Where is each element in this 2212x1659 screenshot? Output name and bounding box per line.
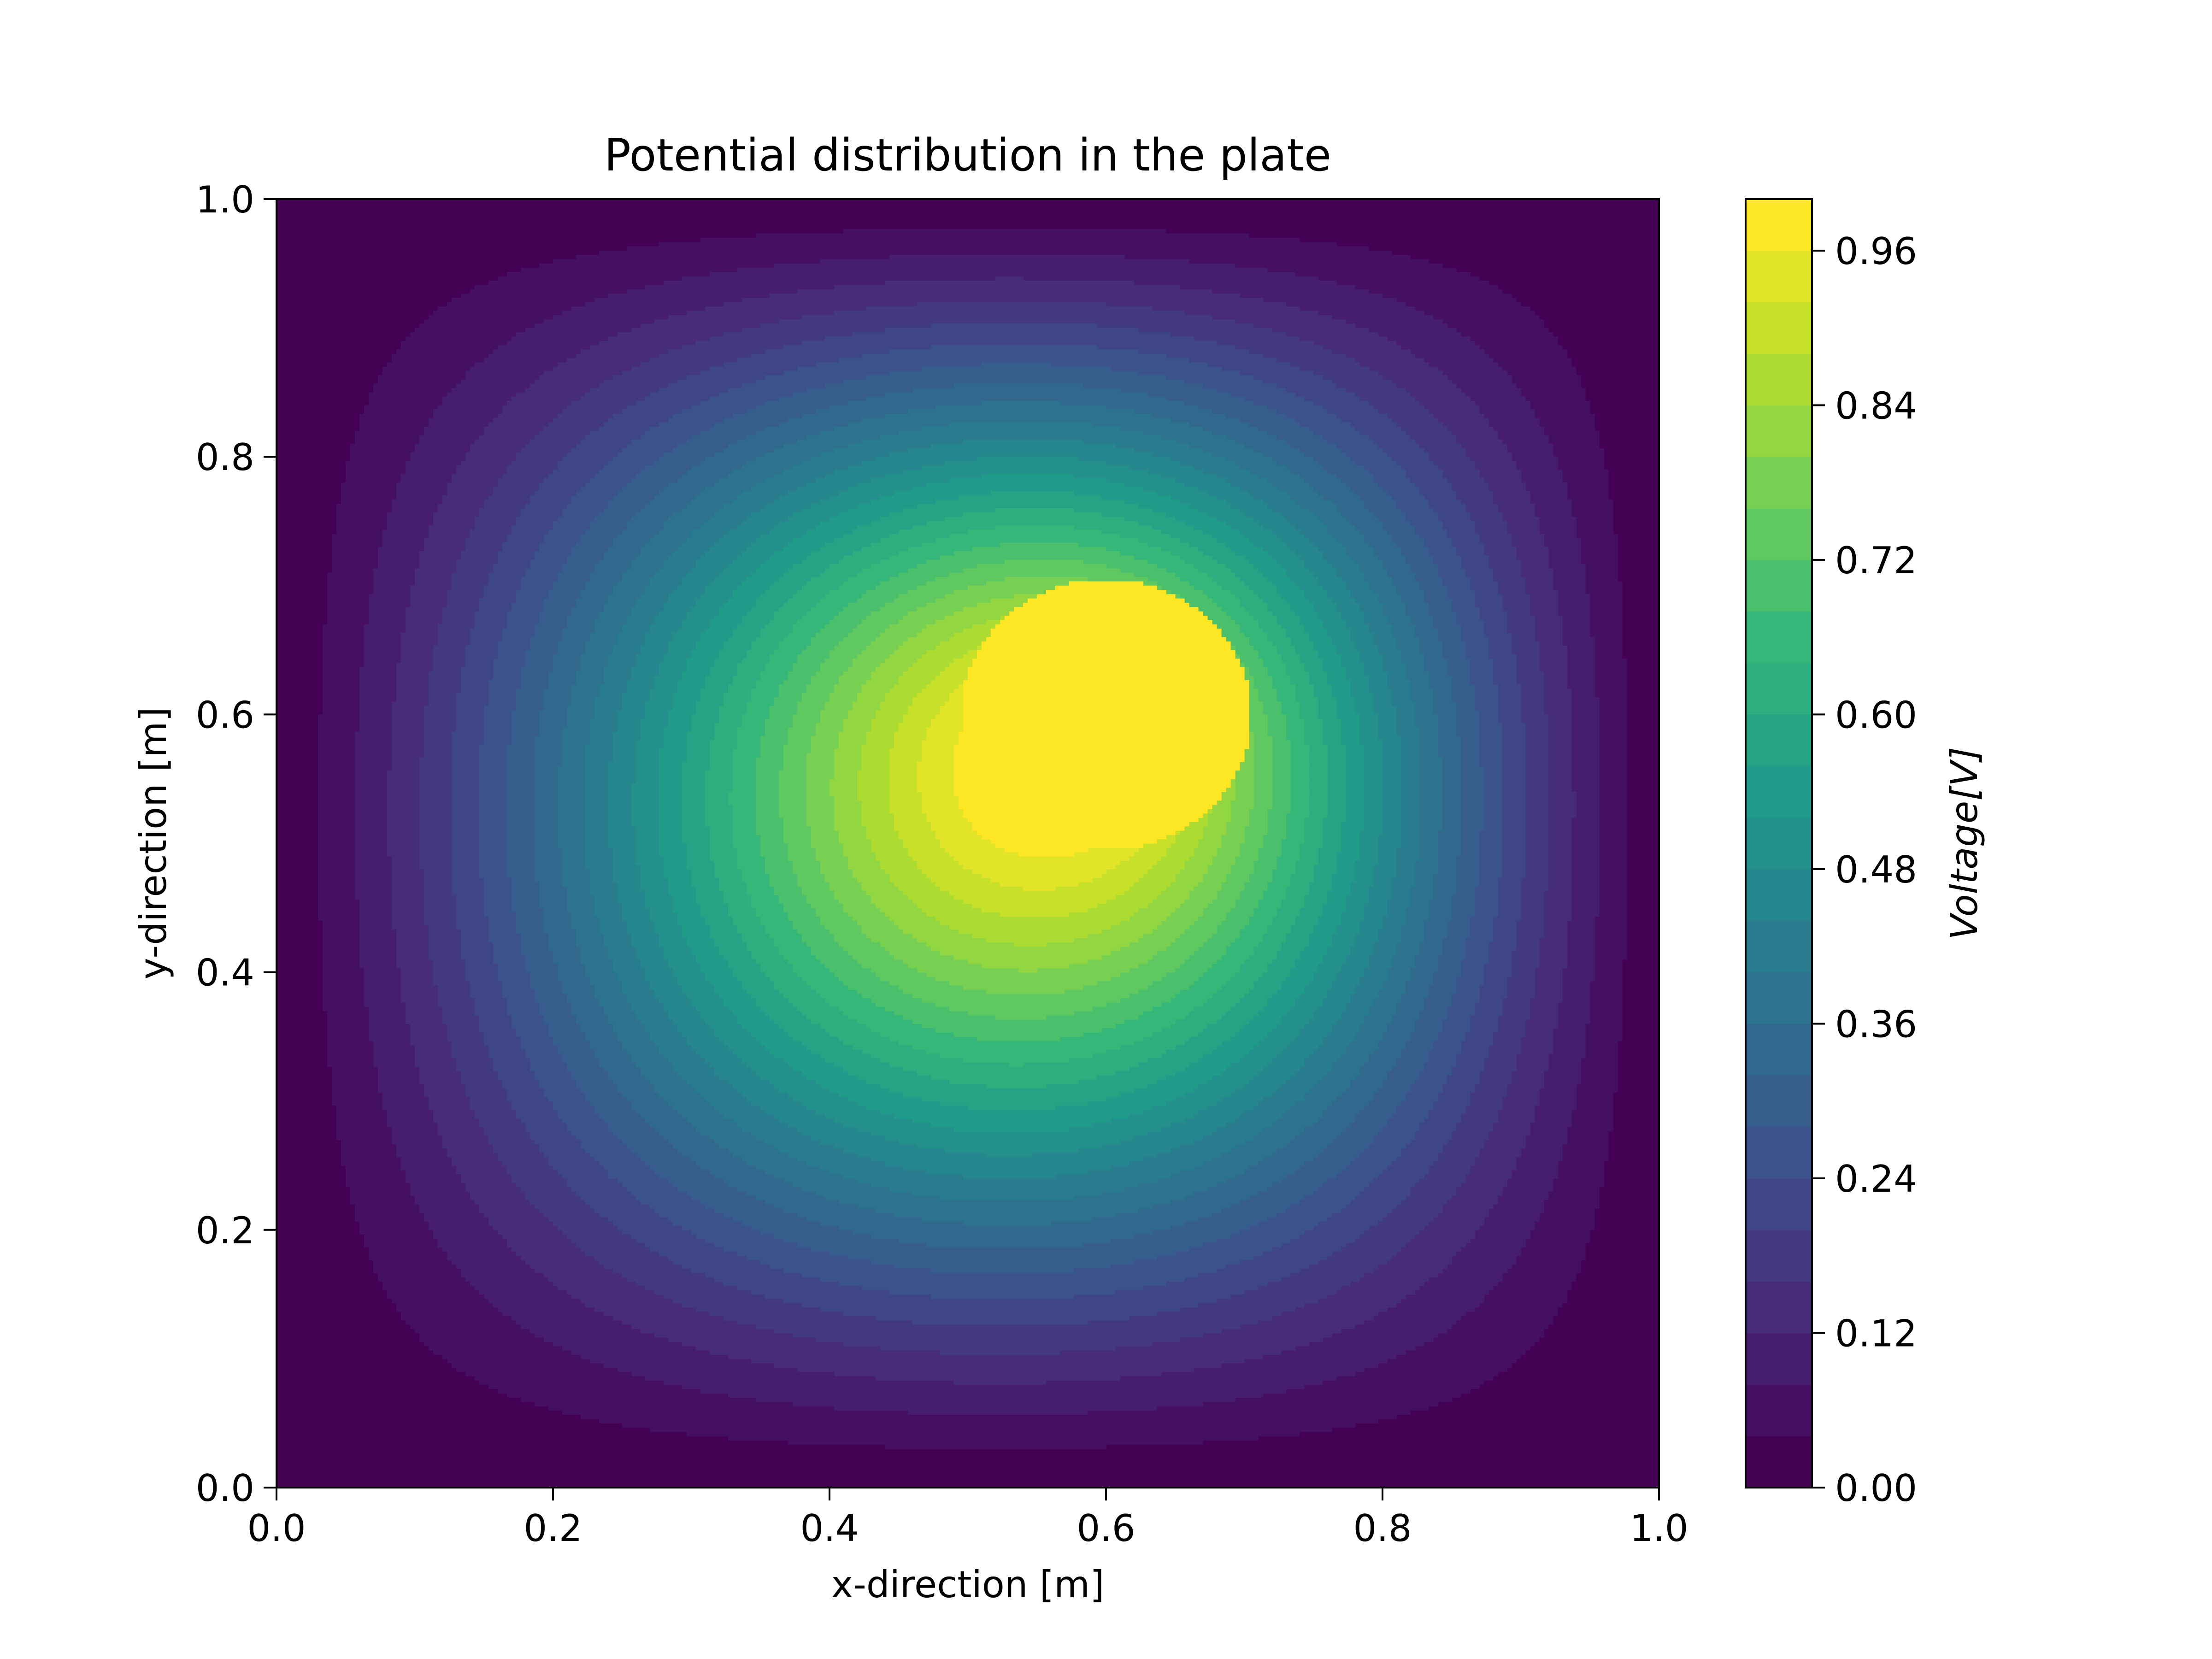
colorbar-band	[1746, 818, 1812, 870]
colorbar-band	[1746, 1333, 1812, 1385]
contour-band	[917, 684, 1139, 891]
colorbar-band	[1746, 972, 1812, 1024]
y-tick-label: 1.0	[196, 178, 254, 221]
colorbar-band	[1746, 559, 1812, 612]
colorbar-band	[1746, 1127, 1812, 1179]
colorbar-band	[1746, 199, 1812, 251]
y-axis-label: y-direction [m]	[132, 707, 175, 979]
y-tick-label: 0.4	[196, 952, 254, 994]
colorbar-tick-label: 0.84	[1835, 384, 1917, 427]
colorbar-tick-label: 0.12	[1835, 1312, 1917, 1355]
colorbar-ticks: 0.00 0.12 0.24 0.36 0.48 0.60 0.72 0.84 0.96	[1812, 230, 1917, 1510]
y-tick-label: 0.2	[196, 1209, 254, 1252]
x-axis-label: x-direction [m]	[831, 1563, 1105, 1606]
colorbar-band	[1746, 1024, 1812, 1076]
colorbar-bands	[1746, 199, 1812, 1488]
x-tick-label: 0.6	[1077, 1507, 1135, 1550]
chart-title: Potential distribution in the plate	[604, 129, 1331, 181]
y-tick-label: 0.6	[196, 694, 254, 736]
colorbar-band	[1746, 869, 1812, 921]
colorbar-band	[1746, 1230, 1812, 1282]
x-tick-label: 1.0	[1630, 1507, 1688, 1550]
colorbar: 0.00 0.12 0.24 0.36 0.48 0.60 0.72 0.84 0.96 Vol…	[1745, 198, 1986, 1510]
colorbar-band	[1746, 714, 1812, 766]
x-axis: 0.0 0.2 0.4 0.6 0.8 1.0	[247, 1488, 1688, 1550]
colorbar-band	[1746, 353, 1812, 406]
y-tick-label: 0.0	[196, 1467, 254, 1510]
colorbar-tick-label: 0.72	[1835, 539, 1917, 582]
plot-area	[276, 198, 1660, 1488]
colorbar-band	[1746, 508, 1812, 560]
colorbar-band	[1746, 1436, 1812, 1488]
colorbar-band	[1746, 1384, 1812, 1436]
colorbar-frame	[1745, 198, 1813, 1488]
colorbar-tick-label: 0.48	[1835, 848, 1917, 891]
contour-band	[954, 581, 1249, 857]
contour-band	[318, 229, 1627, 1449]
colorbar-band	[1746, 1075, 1812, 1127]
colorbar-band	[1746, 302, 1812, 354]
colorbar-band	[1746, 766, 1812, 818]
colorbar-tick-label: 0.60	[1835, 694, 1917, 736]
colorbar-band	[1746, 611, 1812, 664]
x-tick-label: 0.8	[1353, 1507, 1412, 1550]
colorbar-band	[1746, 457, 1812, 509]
colorbar-tick-label: 0.36	[1835, 1003, 1917, 1046]
colorbar-tick-label: 0.24	[1835, 1158, 1917, 1200]
colorbar-band	[1746, 920, 1812, 973]
y-axis: 0.0 0.2 0.4 0.6 0.8 1.0	[196, 178, 276, 1510]
x-tick-label: 0.4	[800, 1507, 859, 1550]
contour-bands	[318, 229, 1627, 1449]
contour-band	[355, 255, 1600, 1415]
x-tick-label: 0.2	[524, 1507, 582, 1550]
x-tick-label: 0.0	[247, 1507, 306, 1550]
colorbar-band	[1746, 663, 1812, 715]
colorbar-band	[1746, 1178, 1812, 1230]
colorbar-tick-label: 0.96	[1835, 230, 1917, 273]
colorbar-band	[1746, 1281, 1812, 1334]
colorbar-label: Voltage[V]	[1943, 747, 1986, 940]
colorbar-band	[1746, 405, 1812, 457]
y-tick-label: 0.8	[196, 436, 254, 479]
plot-frame	[276, 198, 1660, 1488]
colorbar-tick-label: 0.00	[1835, 1467, 1917, 1510]
colorbar-band	[1746, 250, 1812, 303]
